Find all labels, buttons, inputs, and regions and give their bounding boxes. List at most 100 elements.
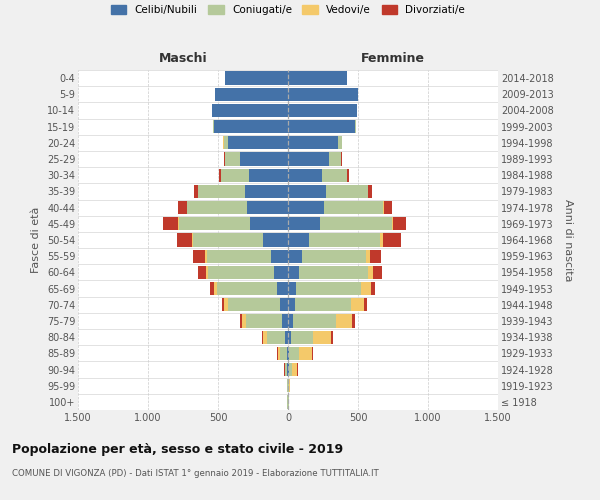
- Bar: [241, 152, 288, 166]
- Bar: [246, 314, 283, 328]
- Bar: [218, 168, 221, 182]
- Bar: [384, 201, 392, 214]
- Bar: [296, 282, 361, 295]
- Bar: [288, 298, 295, 312]
- Bar: [283, 314, 288, 328]
- Bar: [288, 282, 296, 295]
- Bar: [352, 314, 355, 328]
- Bar: [250, 217, 288, 230]
- Bar: [240, 314, 242, 328]
- Bar: [228, 298, 280, 312]
- Bar: [290, 330, 313, 344]
- Bar: [280, 346, 287, 360]
- Bar: [274, 266, 288, 279]
- Bar: [329, 152, 341, 166]
- Text: COMUNE DI VIGONZA (PD) - Dati ISTAT 1° gennaio 2019 - Elaborazione TUTTITALIA.IT: COMUNE DI VIGONZA (PD) - Dati ISTAT 1° g…: [12, 469, 379, 478]
- Text: Popolazione per età, sesso e stato civile - 2019: Popolazione per età, sesso e stato civil…: [12, 442, 343, 456]
- Bar: [347, 168, 349, 182]
- Bar: [179, 217, 250, 230]
- Bar: [295, 298, 351, 312]
- Bar: [245, 185, 288, 198]
- Bar: [224, 152, 225, 166]
- Bar: [228, 136, 288, 149]
- Bar: [206, 266, 208, 279]
- Bar: [287, 363, 288, 376]
- Bar: [299, 266, 368, 279]
- Bar: [288, 201, 325, 214]
- Bar: [262, 330, 263, 344]
- Bar: [212, 104, 288, 117]
- Bar: [368, 266, 373, 279]
- Bar: [288, 363, 289, 376]
- Bar: [341, 152, 342, 166]
- Bar: [209, 282, 214, 295]
- Bar: [285, 363, 287, 376]
- Bar: [208, 266, 274, 279]
- Bar: [267, 330, 285, 344]
- Bar: [337, 314, 352, 328]
- Bar: [361, 282, 371, 295]
- Legend: Celibi/Nubili, Coniugati/e, Vedovi/e, Divorziati/e: Celibi/Nubili, Coniugati/e, Vedovi/e, Di…: [107, 0, 469, 19]
- Bar: [163, 217, 178, 230]
- Text: Femmine: Femmine: [361, 52, 425, 65]
- Bar: [288, 120, 355, 134]
- Bar: [322, 168, 347, 182]
- Bar: [288, 88, 358, 101]
- Bar: [289, 346, 299, 360]
- Bar: [263, 330, 267, 344]
- Bar: [225, 152, 241, 166]
- Bar: [289, 363, 292, 376]
- Bar: [288, 314, 293, 328]
- Bar: [312, 346, 313, 360]
- Bar: [326, 185, 368, 198]
- Bar: [288, 217, 320, 230]
- Bar: [299, 346, 312, 360]
- Bar: [194, 185, 198, 198]
- Bar: [214, 120, 288, 134]
- Bar: [280, 298, 288, 312]
- Bar: [288, 72, 347, 85]
- Bar: [215, 88, 288, 101]
- Bar: [176, 234, 192, 246]
- Bar: [221, 298, 224, 312]
- Bar: [198, 266, 206, 279]
- Bar: [309, 234, 380, 246]
- Bar: [221, 168, 249, 182]
- Bar: [293, 314, 336, 328]
- Bar: [288, 234, 309, 246]
- Text: Maschi: Maschi: [158, 52, 208, 65]
- Bar: [370, 250, 381, 263]
- Bar: [225, 72, 288, 85]
- Bar: [368, 185, 372, 198]
- Bar: [213, 120, 214, 134]
- Bar: [288, 266, 299, 279]
- Bar: [193, 234, 263, 246]
- Bar: [249, 168, 288, 182]
- Bar: [320, 217, 392, 230]
- Bar: [224, 136, 228, 149]
- Bar: [371, 282, 375, 295]
- Y-axis label: Fasce di età: Fasce di età: [31, 207, 41, 273]
- Bar: [284, 363, 285, 376]
- Bar: [178, 217, 179, 230]
- Y-axis label: Anni di nascita: Anni di nascita: [563, 198, 573, 281]
- Bar: [285, 330, 288, 344]
- Bar: [325, 201, 383, 214]
- Bar: [289, 379, 290, 392]
- Bar: [207, 250, 271, 263]
- Bar: [288, 136, 338, 149]
- Bar: [178, 201, 187, 214]
- Bar: [367, 250, 370, 263]
- Bar: [187, 201, 247, 214]
- Bar: [205, 250, 207, 263]
- Bar: [217, 282, 277, 295]
- Bar: [288, 168, 322, 182]
- Bar: [247, 201, 288, 214]
- Bar: [364, 298, 367, 312]
- Bar: [199, 185, 245, 198]
- Bar: [192, 234, 193, 246]
- Bar: [383, 234, 401, 246]
- Bar: [277, 282, 288, 295]
- Bar: [288, 185, 326, 198]
- Bar: [277, 346, 280, 360]
